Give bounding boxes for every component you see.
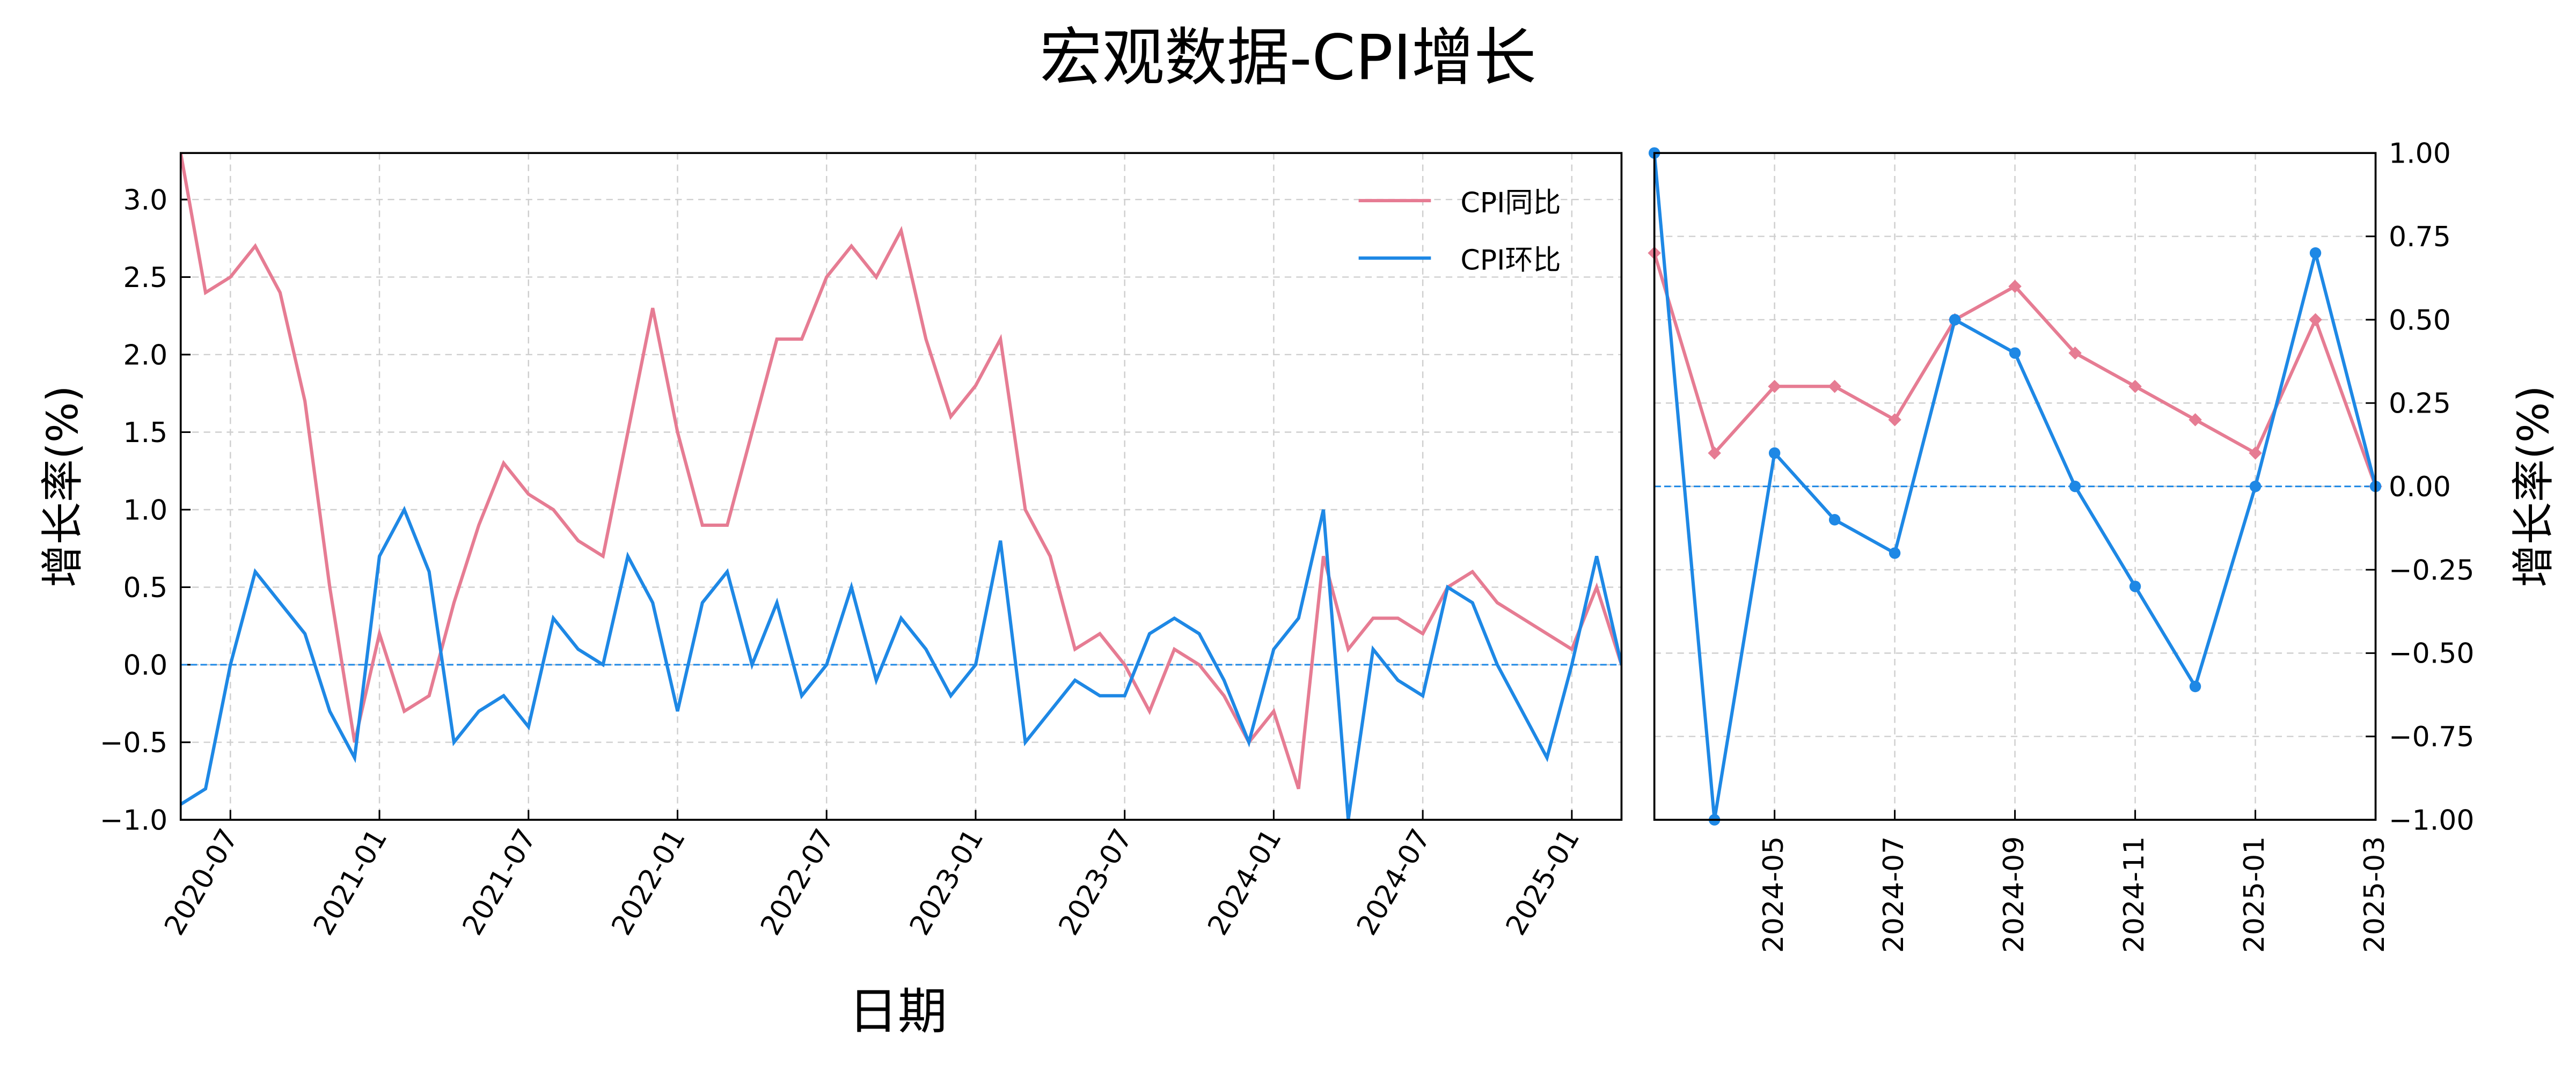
marker: [1828, 379, 1841, 393]
y-tick-label: 2.5: [123, 262, 167, 294]
y-tick-label: −0.50: [2389, 638, 2474, 670]
marker: [1949, 314, 1961, 326]
y-tick-label: 3.0: [123, 184, 167, 216]
y-tick-label: 0.75: [2389, 221, 2451, 253]
figure-title: 宏观数据-CPI增长: [1040, 21, 1536, 94]
marker: [2009, 347, 2021, 359]
x-tick-label: 2024-07: [1878, 836, 1910, 953]
marker: [1768, 447, 1781, 459]
y-axis-label: 增长率(%): [38, 385, 87, 587]
series-line: [180, 505, 1622, 820]
marker: [2309, 313, 2322, 327]
marker: [2128, 379, 2142, 393]
y-tick-label: 0.25: [2389, 388, 2451, 420]
x-tick-label: 2024-11: [2118, 836, 2150, 953]
y-tick-label: −1.0: [100, 804, 167, 836]
y-tick-label: 2.0: [123, 339, 167, 371]
x-tick-label: 2025-03: [2359, 836, 2391, 953]
marker: [2069, 480, 2081, 493]
y-tick-label: 0.50: [2389, 304, 2451, 336]
y-tick-label: 0.00: [2389, 471, 2451, 503]
y-tick-label: 1.0: [123, 494, 167, 526]
marker: [1768, 379, 1781, 393]
x-axis-label: 日期: [848, 983, 947, 1040]
plot-frame: [179, 152, 1623, 821]
y-tick-label: −0.25: [2389, 554, 2474, 586]
y-tick-label: 1.5: [123, 417, 167, 449]
marker: [1828, 514, 1841, 526]
marker: [1889, 547, 1901, 559]
marker: [2309, 247, 2322, 259]
plot-frame: [1653, 152, 2377, 821]
y-tick-label: −0.5: [100, 727, 167, 759]
y-tick-label: −0.75: [2389, 721, 2474, 753]
legend-label: CPI环比: [1460, 245, 1561, 277]
y-tick-label: 0.0: [123, 649, 167, 681]
y-tick-label: 1.00: [2389, 138, 2451, 170]
x-tick-label: 2024-09: [1998, 836, 2030, 953]
marker: [2249, 480, 2262, 493]
y-axis-label: 增长率(%): [2508, 385, 2558, 587]
marker: [2249, 446, 2262, 460]
legend-label: CPI同比: [1460, 187, 1561, 219]
marker: [2189, 680, 2201, 693]
series-line: [180, 153, 1622, 790]
marker: [1888, 413, 1901, 427]
marker: [2129, 580, 2141, 592]
x-tick-label: 2024-05: [1758, 836, 1790, 953]
y-tick-label: 0.5: [123, 572, 167, 604]
marker: [2189, 413, 2202, 427]
x-tick-label: 2025-01: [2238, 836, 2271, 953]
y-tick-label: −1.00: [2389, 804, 2474, 836]
